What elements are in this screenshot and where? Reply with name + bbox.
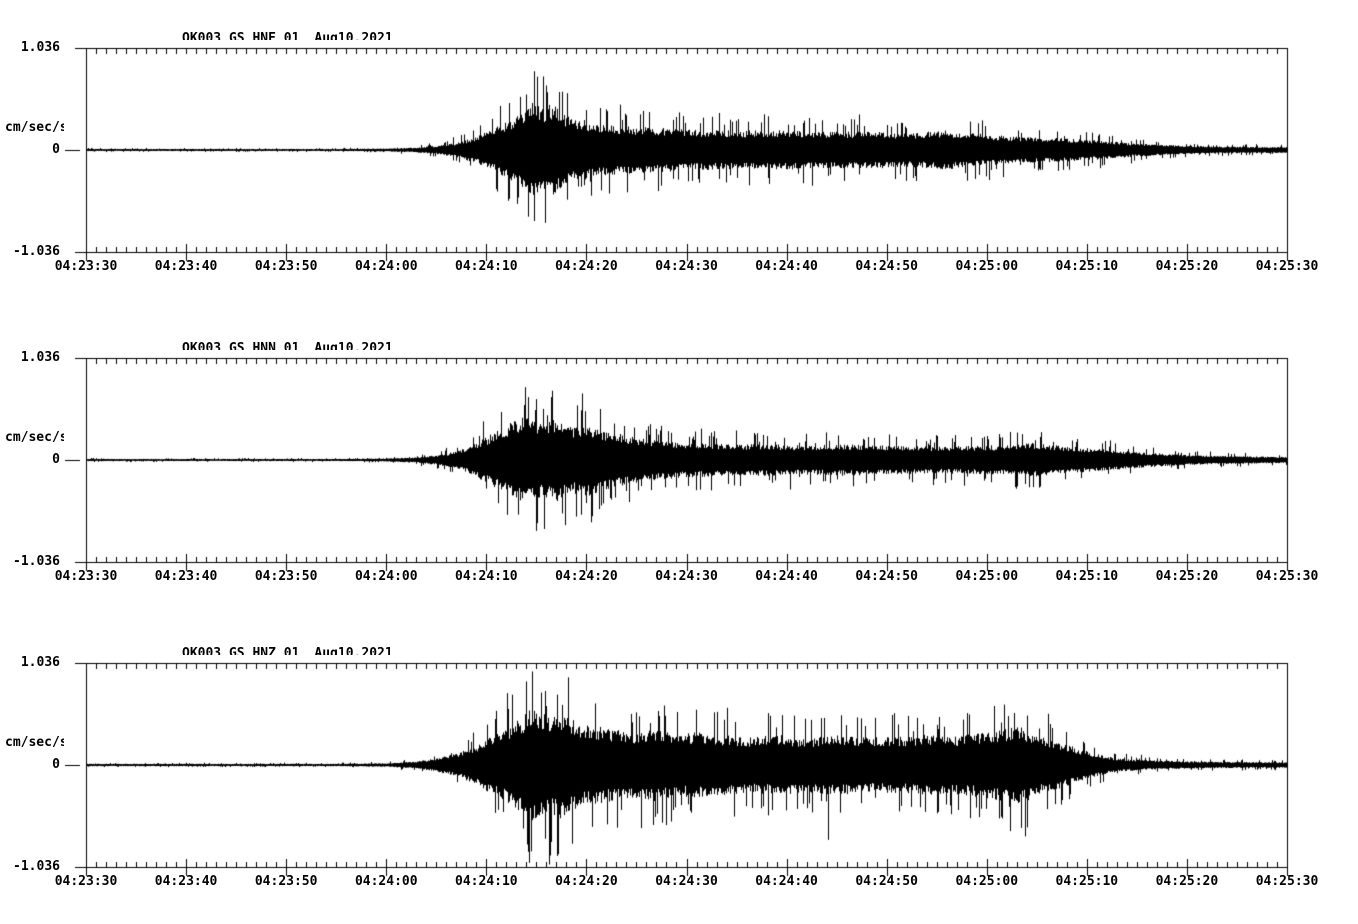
x-tick-label: 04:25:30 [1255,259,1319,274]
x-tick-label: 04:24:40 [755,874,818,889]
y-zero-label: 0 [52,757,60,772]
x-tick-label: 04:23:30 [54,259,118,274]
y-axis-unit-label: cm/sec/sec [5,735,84,750]
x-axis-labels: 04:23:30 04:23:40 04:23:50 04:24:00 04:24:10… [0,259,1358,277]
x-tick-label: 04:23:50 [254,259,318,274]
x-tick-label: 04:24:30 [655,259,718,274]
x-tick-label: 04:25:20 [1155,569,1219,584]
y-min-label: -1.036 [13,554,60,569]
x-tick-label: 04:24:20 [555,874,618,889]
x-tick-label: 04:24:10 [455,874,518,889]
waveform-plot [64,40,1294,262]
x-tick-label: 04:23:40 [154,874,218,889]
waveform-plot [64,655,1294,877]
y-min-label: -1.036 [13,859,60,874]
x-tick-label: 04:24:30 [655,874,718,889]
x-tick-label: 04:25:00 [955,874,1019,889]
y-axis-unit-label: cm/sec/sec [5,430,84,445]
x-tick-label: 04:25:00 [955,259,1019,274]
seismogram-panel-1: OK003_GS_HNE_01 Aug10,2021 1.036 cm/sec/s… [0,8,1358,282]
x-tick-label: 04:23:40 [154,569,218,584]
x-tick-label: 04:25:10 [1055,259,1119,274]
x-tick-label: 04:23:50 [254,569,318,584]
x-tick-label: 04:24:10 [455,569,518,584]
x-tick-label: 04:25:30 [1255,874,1319,889]
y-max-label: 1.036 [20,350,60,365]
x-tick-label: 04:24:00 [354,569,418,584]
y-max-label: 1.036 [20,655,60,670]
x-axis-labels: 04:23:30 04:23:40 04:23:50 04:24:00 04:24:10… [0,569,1358,587]
x-tick-label: 04:24:50 [855,259,918,274]
x-tick-label: 04:24:00 [354,874,418,889]
x-tick-label: 04:23:30 [54,569,118,584]
y-min-label: -1.036 [13,244,60,259]
x-tick-label: 04:25:10 [1055,569,1119,584]
x-tick-label: 04:24:30 [655,569,718,584]
y-axis-unit-label: cm/sec/sec [5,120,84,135]
y-zero-label: 0 [52,452,60,467]
x-tick-label: 04:24:20 [555,259,618,274]
x-tick-label: 04:24:40 [755,569,818,584]
seismogram-panel-3: OK003_GS_HNZ_01 Aug10,2021 1.036 cm/sec/s… [0,623,1358,897]
x-tick-label: 04:24:40 [755,259,818,274]
x-axis-labels: 04:23:30 04:23:40 04:23:50 04:24:00 04:24:10… [0,874,1358,892]
seismogram-panel-2: OK003_GS_HNN_01 Aug10,2021 1.036 cm/sec/s… [0,318,1358,592]
x-tick-label: 04:25:10 [1055,874,1119,889]
x-tick-label: 04:23:30 [54,874,118,889]
y-zero-label: 0 [52,142,60,157]
waveform-plot [64,350,1294,572]
x-tick-label: 04:24:00 [354,259,418,274]
x-tick-label: 04:25:30 [1255,569,1319,584]
x-tick-label: 04:23:50 [254,874,318,889]
x-tick-label: 04:24:20 [555,569,618,584]
x-tick-label: 04:25:20 [1155,259,1219,274]
x-tick-label: 04:24:50 [855,874,918,889]
x-tick-label: 04:25:00 [955,569,1019,584]
x-tick-label: 04:25:20 [1155,874,1219,889]
x-tick-label: 04:24:50 [855,569,918,584]
x-tick-label: 04:23:40 [154,259,218,274]
x-tick-label: 04:24:10 [455,259,518,274]
y-max-label: 1.036 [20,40,60,55]
